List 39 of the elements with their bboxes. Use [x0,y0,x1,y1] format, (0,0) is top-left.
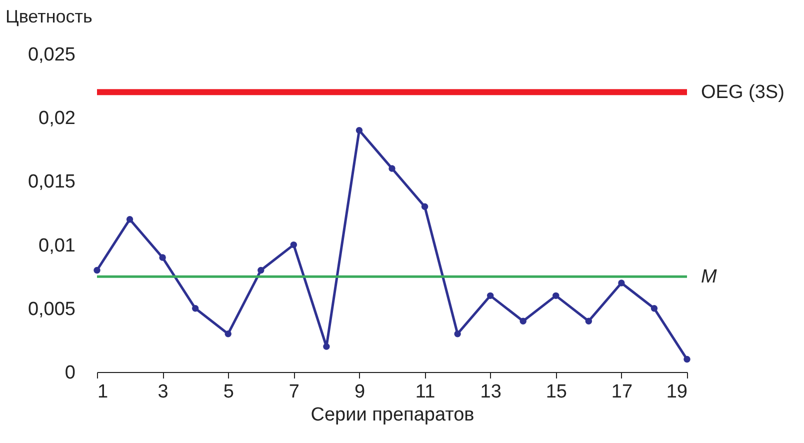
point [94,266,100,274]
y-tick-label: 0,005 [28,298,76,320]
point [356,126,363,134]
x-tick-label: 11 [415,382,436,402]
ref-line-label: M [701,266,717,288]
point [552,292,560,300]
x-tick-label: 15 [546,382,567,402]
point [421,203,428,210]
point [258,266,264,274]
point [618,280,625,286]
point [454,330,461,338]
ref-line-label: OEG (3S) [701,82,784,104]
point [192,305,199,312]
x-tick-label: 19 [666,382,688,402]
x-tick-label: 7 [288,382,300,402]
y-axis-title: Цветность [6,6,92,26]
x-tick-label: 17 [611,382,633,402]
point [159,254,166,261]
x-tick-label: 5 [223,382,234,402]
y-tick-label: 0,01 [38,235,76,256]
point [290,241,298,248]
point [684,356,690,363]
point [224,330,232,338]
point [126,216,134,223]
y-tick-label: 0 [64,362,76,384]
x-tick-label: 1 [98,382,108,402]
x-tick-label: 9 [354,382,366,402]
x-tick-label: 13 [480,382,502,402]
x-tick-label: 3 [158,382,168,402]
point [585,318,592,324]
x-axis-title: Серии препаратов [310,404,474,426]
point [650,305,658,312]
y-tick-label: 0,025 [28,44,76,66]
y-tick-label: 0,02 [38,108,76,130]
y-tick-label: 0,015 [28,172,76,193]
point [520,318,526,324]
point [388,165,396,172]
point [486,292,494,300]
point [323,343,330,350]
